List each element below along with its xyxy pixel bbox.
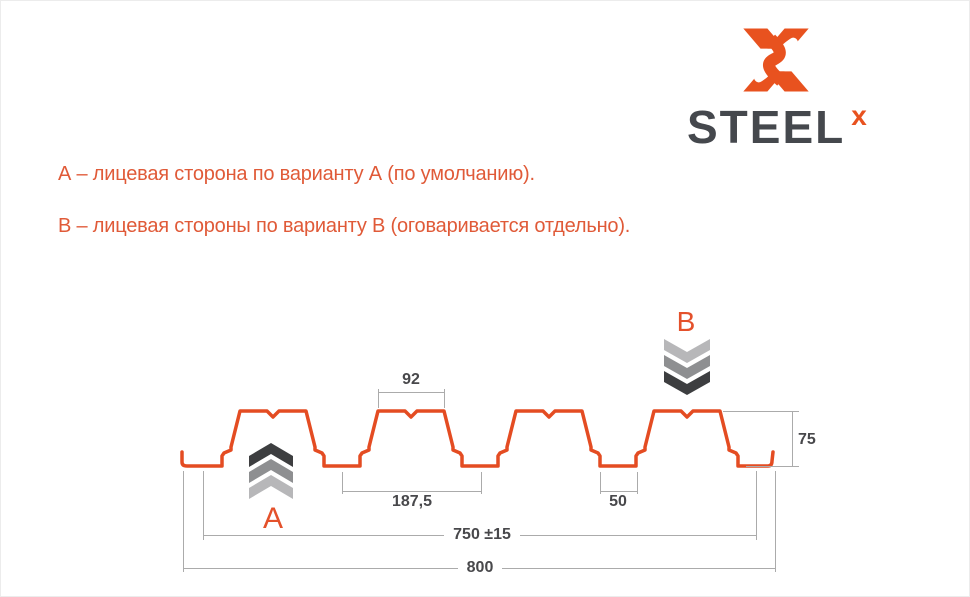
dim-pitch-value: 187,5 xyxy=(391,493,433,510)
dimension-75-lines xyxy=(723,411,799,467)
profile-outline xyxy=(180,409,775,468)
variant-a-chevrons-icon xyxy=(249,443,293,499)
dim-height-value: 75 xyxy=(798,431,816,448)
dim-rib-top-width-value: 92 xyxy=(402,371,420,388)
dim-overall-width-wrap: 800 xyxy=(380,559,580,577)
dimension-50-lines xyxy=(600,472,638,494)
note-variant-b: В – лицевая стороны по варианту В (огова… xyxy=(58,215,631,237)
variant-b-chevrons-icon xyxy=(664,339,710,395)
logo-wordmark: STEEL xyxy=(687,101,846,153)
variant-b-label: В xyxy=(676,306,696,337)
dimension-92-lines xyxy=(378,389,445,408)
dimension-187-5-lines xyxy=(342,472,482,494)
logo-x-mark-icon xyxy=(743,28,809,92)
dim-working-width-value: 750 ±15 xyxy=(444,526,520,544)
dim-working-width-wrap: 750 ±15 xyxy=(382,526,582,544)
variant-a-label: А xyxy=(262,502,283,535)
dim-overall-width-value: 800 xyxy=(457,559,503,577)
dim-bottom-flat-value: 50 xyxy=(609,493,627,510)
brand-logo: STEEL x xyxy=(687,100,867,154)
note-variant-a: А – лицевая сторона по варианту А (по ум… xyxy=(58,163,535,185)
logo-wordmark-suffix: x xyxy=(851,100,867,131)
